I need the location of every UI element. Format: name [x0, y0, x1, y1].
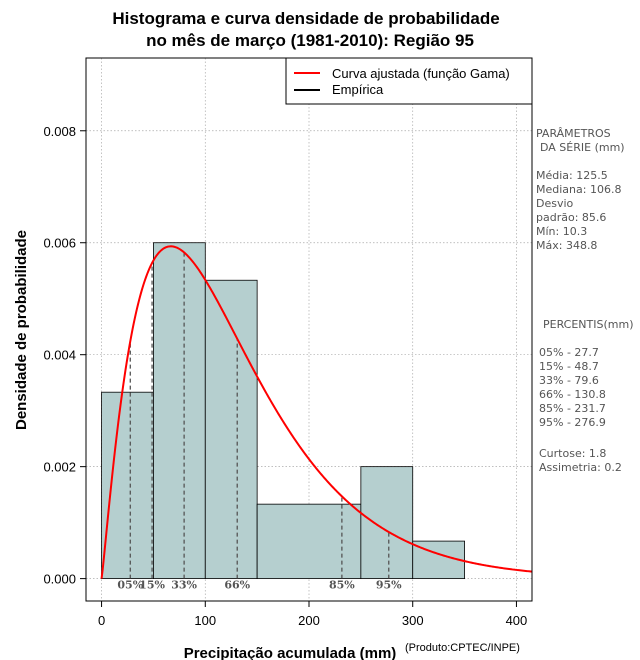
stat-max: Máx: 348.8 [536, 239, 597, 252]
params-title-2: DA SÉRIE (mm) [540, 141, 625, 154]
y-tick-label: 0.002 [43, 460, 76, 475]
side-p33: 33% - 79.6 [539, 374, 599, 387]
x-tick-label: 100 [194, 613, 216, 628]
stat-desvio-1: Desvio [536, 197, 574, 210]
y-tick-label: 0.000 [43, 572, 76, 587]
percentile-label: 85% [329, 579, 355, 592]
percentile-label: 05% [117, 579, 143, 592]
histogram-bar [256, 503, 362, 580]
axis-ticks: 0 100 200 300 400 0.000 0.002 0.004 0.006 0.008 [43, 124, 527, 628]
gamma-curve-line [100, 245, 533, 579]
x-axis-label: Precipitação acumulada (mm) [184, 645, 397, 660]
x-tick-label: 200 [298, 613, 320, 628]
percentile-label: 66% [224, 579, 250, 592]
y-tick-label: 0.004 [43, 348, 76, 363]
stat-curtose: Curtose: 1.8 [539, 447, 606, 460]
percentile-lines: 05%15% 33% 66% 85% 95% [117, 252, 402, 592]
side-p85: 85% - 231.7 [539, 402, 606, 415]
stat-desvio-2: padrão: 85.6 [536, 211, 606, 224]
percentile-label: 33% [171, 579, 197, 592]
histogram-bars [101, 242, 465, 580]
stat-media: Média: 125.5 [536, 169, 608, 182]
x-tick-label: 300 [402, 613, 424, 628]
chart-title-line-2: no mês de março (1981-2010): Região 95 [146, 31, 474, 50]
y-axis-label: Densidade de probabilidade [13, 230, 30, 430]
stat-mediana: Mediana: 106.8 [536, 183, 621, 196]
percentile-label: 15% [139, 579, 165, 592]
histogram-bar [204, 279, 258, 580]
legend: Curva ajustada (função Gama) Empírica [285, 57, 533, 105]
side-panel: PARÂMETROS DA SÉRIE (mm) Média: 125.5 Me… [536, 127, 634, 474]
credit-text: (Produto:CPTEC/INPE) [405, 642, 520, 654]
histogram-bar [153, 242, 206, 580]
gamma-curve [100, 245, 533, 579]
x-tick-label: 400 [506, 613, 528, 628]
percentis-title: PERCENTIS(mm) [543, 318, 634, 331]
stat-min: Mín: 10.3 [536, 225, 587, 238]
side-p95: 95% - 276.9 [539, 416, 606, 429]
side-p15: 15% - 48.7 [539, 360, 599, 373]
histogram-bar [360, 466, 414, 580]
legend-label-curve: Curva ajustada (função Gama) [332, 66, 510, 81]
chart-title-line-1: Histograma e curva densidade de probabil… [112, 9, 499, 28]
side-p66: 66% - 130.8 [539, 388, 606, 401]
percentile-label: 95% [376, 579, 402, 592]
x-tick-label: 0 [98, 613, 105, 628]
legend-box [285, 57, 533, 105]
y-tick-label: 0.006 [43, 236, 76, 251]
legend-label-empirical: Empírica [332, 82, 384, 97]
params-title-1: PARÂMETROS [536, 127, 611, 140]
side-p05: 05% - 27.7 [539, 346, 599, 359]
y-tick-label: 0.008 [43, 124, 76, 139]
histogram-bar [101, 391, 154, 580]
stat-assimetria: Assimetria: 0.2 [539, 461, 622, 474]
